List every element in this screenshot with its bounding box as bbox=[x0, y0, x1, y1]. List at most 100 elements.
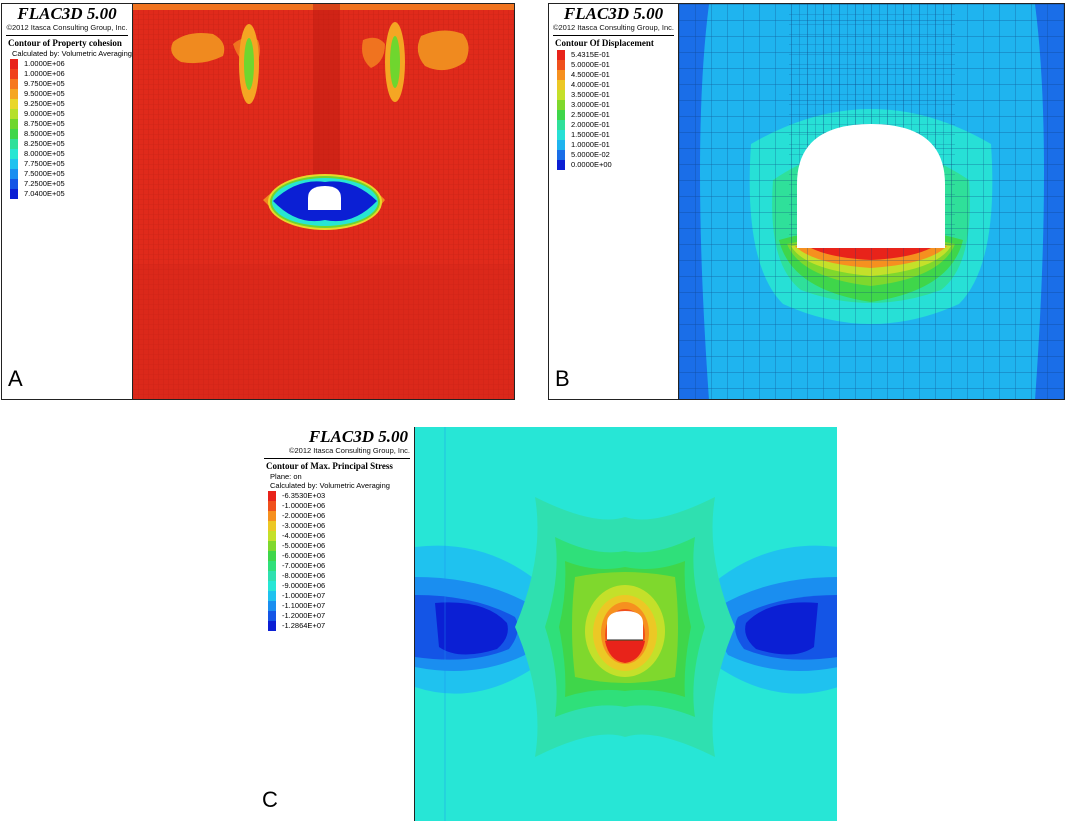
legend-row: 8.2500E+05 bbox=[10, 139, 132, 149]
legend-value: 5.0000E-02 bbox=[571, 150, 610, 159]
contour-plot-c bbox=[414, 427, 837, 821]
legend-swatch bbox=[10, 59, 18, 69]
legend-swatch bbox=[268, 561, 276, 571]
legend-value: -1.2000E+07 bbox=[282, 611, 326, 620]
legend-row: 7.0400E+05 bbox=[10, 189, 132, 199]
right-lobe-core bbox=[745, 602, 818, 655]
legend-value: -6.0000E+06 bbox=[282, 551, 326, 560]
legend-value: 7.2500E+05 bbox=[24, 179, 65, 188]
legend-swatch bbox=[268, 601, 276, 611]
calc-method: Calculated by: Volumetric Averaging bbox=[12, 49, 132, 58]
contour-caption: Contour of Property cohesion bbox=[8, 38, 122, 48]
legend-value: 1.0000E+06 bbox=[24, 69, 65, 78]
legend-row: 7.2500E+05 bbox=[10, 179, 132, 189]
plane-label: Plane: on bbox=[270, 472, 302, 481]
legend-row: -5.0000E+06 bbox=[268, 541, 414, 551]
software-title: FLAC3D 5.00 bbox=[17, 4, 117, 23]
legend-swatch bbox=[268, 511, 276, 521]
legend-a: FLAC3D 5.00 ©2012 Itasca Consulting Grou… bbox=[2, 4, 133, 399]
divider bbox=[264, 458, 410, 459]
contour-plot-b bbox=[679, 4, 1064, 399]
legend-c: FLAC3D 5.00 ©2012 Itasca Consulting Grou… bbox=[260, 427, 414, 821]
legend-items: 5.4315E-01 5.0000E-01 4.5000E-01 4.0000E-01… bbox=[549, 50, 678, 170]
calc-method: Calculated by: Volumetric Averaging bbox=[270, 481, 390, 490]
tunnel-opening bbox=[607, 611, 643, 640]
legend-swatch bbox=[557, 150, 565, 160]
copyright: ©2012 Itasca Consulting Group, Inc. bbox=[552, 23, 674, 32]
legend-value: 2.0000E-01 bbox=[571, 120, 610, 129]
legend-swatch bbox=[10, 169, 18, 179]
legend-row: -1.2000E+07 bbox=[268, 611, 414, 621]
legend-swatch bbox=[10, 69, 18, 79]
contour-caption: Contour Of Displacement bbox=[555, 38, 654, 48]
legend-swatch bbox=[268, 581, 276, 591]
legend-row: 4.0000E-01 bbox=[557, 80, 678, 90]
legend-swatch bbox=[557, 80, 565, 90]
legend-row: 1.0000E+06 bbox=[10, 69, 132, 79]
legend-swatch bbox=[268, 521, 276, 531]
legend-swatch bbox=[10, 189, 18, 199]
legend-swatch bbox=[268, 611, 276, 621]
legend-value: 8.7500E+05 bbox=[24, 119, 65, 128]
legend-value: -1.1000E+07 bbox=[282, 601, 326, 610]
legend-swatch bbox=[10, 109, 18, 119]
legend-row: 0.0000E+00 bbox=[557, 160, 678, 170]
legend-swatch bbox=[557, 130, 565, 140]
legend-row: -1.1000E+07 bbox=[268, 601, 414, 611]
legend-swatch bbox=[268, 571, 276, 581]
legend-row: 1.0000E-01 bbox=[557, 140, 678, 150]
legend-value: 1.5000E-01 bbox=[571, 130, 610, 139]
legend-swatch bbox=[557, 140, 565, 150]
legend-swatch bbox=[268, 541, 276, 551]
legend-value: 5.0000E-01 bbox=[571, 60, 610, 69]
legend-row: -6.0000E+06 bbox=[268, 551, 414, 561]
legend-row: 4.5000E-01 bbox=[557, 70, 678, 80]
legend-value: 0.0000E+00 bbox=[571, 160, 612, 169]
legend-swatch bbox=[268, 491, 276, 501]
legend-row: -8.0000E+06 bbox=[268, 571, 414, 581]
legend-swatch bbox=[10, 129, 18, 139]
displacement-contour-svg bbox=[679, 4, 1064, 399]
lower-zone bbox=[133, 264, 514, 399]
yield-patch-right bbox=[417, 30, 469, 71]
legend-swatch bbox=[557, 160, 565, 170]
legend-value: 3.0000E-01 bbox=[571, 100, 610, 109]
legend-row: 7.7500E+05 bbox=[10, 159, 132, 169]
legend-swatch bbox=[268, 531, 276, 541]
legend-value: -1.0000E+06 bbox=[282, 501, 326, 510]
legend-row: -1.0000E+07 bbox=[268, 591, 414, 601]
zone-max bbox=[605, 641, 645, 663]
legend-value: 9.0000E+05 bbox=[24, 109, 65, 118]
legend-swatch bbox=[10, 179, 18, 189]
contour-caption: Contour of Max. Principal Stress bbox=[266, 461, 393, 471]
legend-items: 1.0000E+06 1.0000E+06 9.7500E+05 9.5000E+05… bbox=[2, 59, 132, 199]
legend-value: 1.0000E-01 bbox=[571, 140, 610, 149]
panel-letter: C bbox=[262, 787, 278, 812]
legend-value: 1.0000E+06 bbox=[24, 59, 65, 68]
cohesion-contour-svg bbox=[133, 4, 514, 399]
band-left-inner bbox=[244, 38, 254, 90]
legend-value: 8.5000E+05 bbox=[24, 129, 65, 138]
left-lobe-core bbox=[435, 602, 508, 655]
legend-value: 4.0000E-01 bbox=[571, 80, 610, 89]
legend-row: 1.5000E-01 bbox=[557, 130, 678, 140]
legend-value: -8.0000E+06 bbox=[282, 571, 326, 580]
legend-value: 9.5000E+05 bbox=[24, 89, 65, 98]
legend-swatch bbox=[10, 139, 18, 149]
legend-swatch bbox=[557, 90, 565, 100]
legend-row: 2.0000E-01 bbox=[557, 120, 678, 130]
legend-row: -9.0000E+06 bbox=[268, 581, 414, 591]
legend-swatch bbox=[557, 60, 565, 70]
tunnel-opening bbox=[797, 124, 945, 248]
legend-row: 7.5000E+05 bbox=[10, 169, 132, 179]
legend-value: -5.0000E+06 bbox=[282, 541, 326, 550]
legend-row: 3.0000E-01 bbox=[557, 100, 678, 110]
legend-value: 2.5000E-01 bbox=[571, 110, 610, 119]
legend-row: 8.5000E+05 bbox=[10, 129, 132, 139]
legend-value: 7.5000E+05 bbox=[24, 169, 65, 178]
legend-value: 9.2500E+05 bbox=[24, 99, 65, 108]
legend-row: 3.5000E-01 bbox=[557, 90, 678, 100]
legend-value: 8.0000E+05 bbox=[24, 149, 65, 158]
legend-row: 8.7500E+05 bbox=[10, 119, 132, 129]
legend-row: -1.0000E+06 bbox=[268, 501, 414, 511]
